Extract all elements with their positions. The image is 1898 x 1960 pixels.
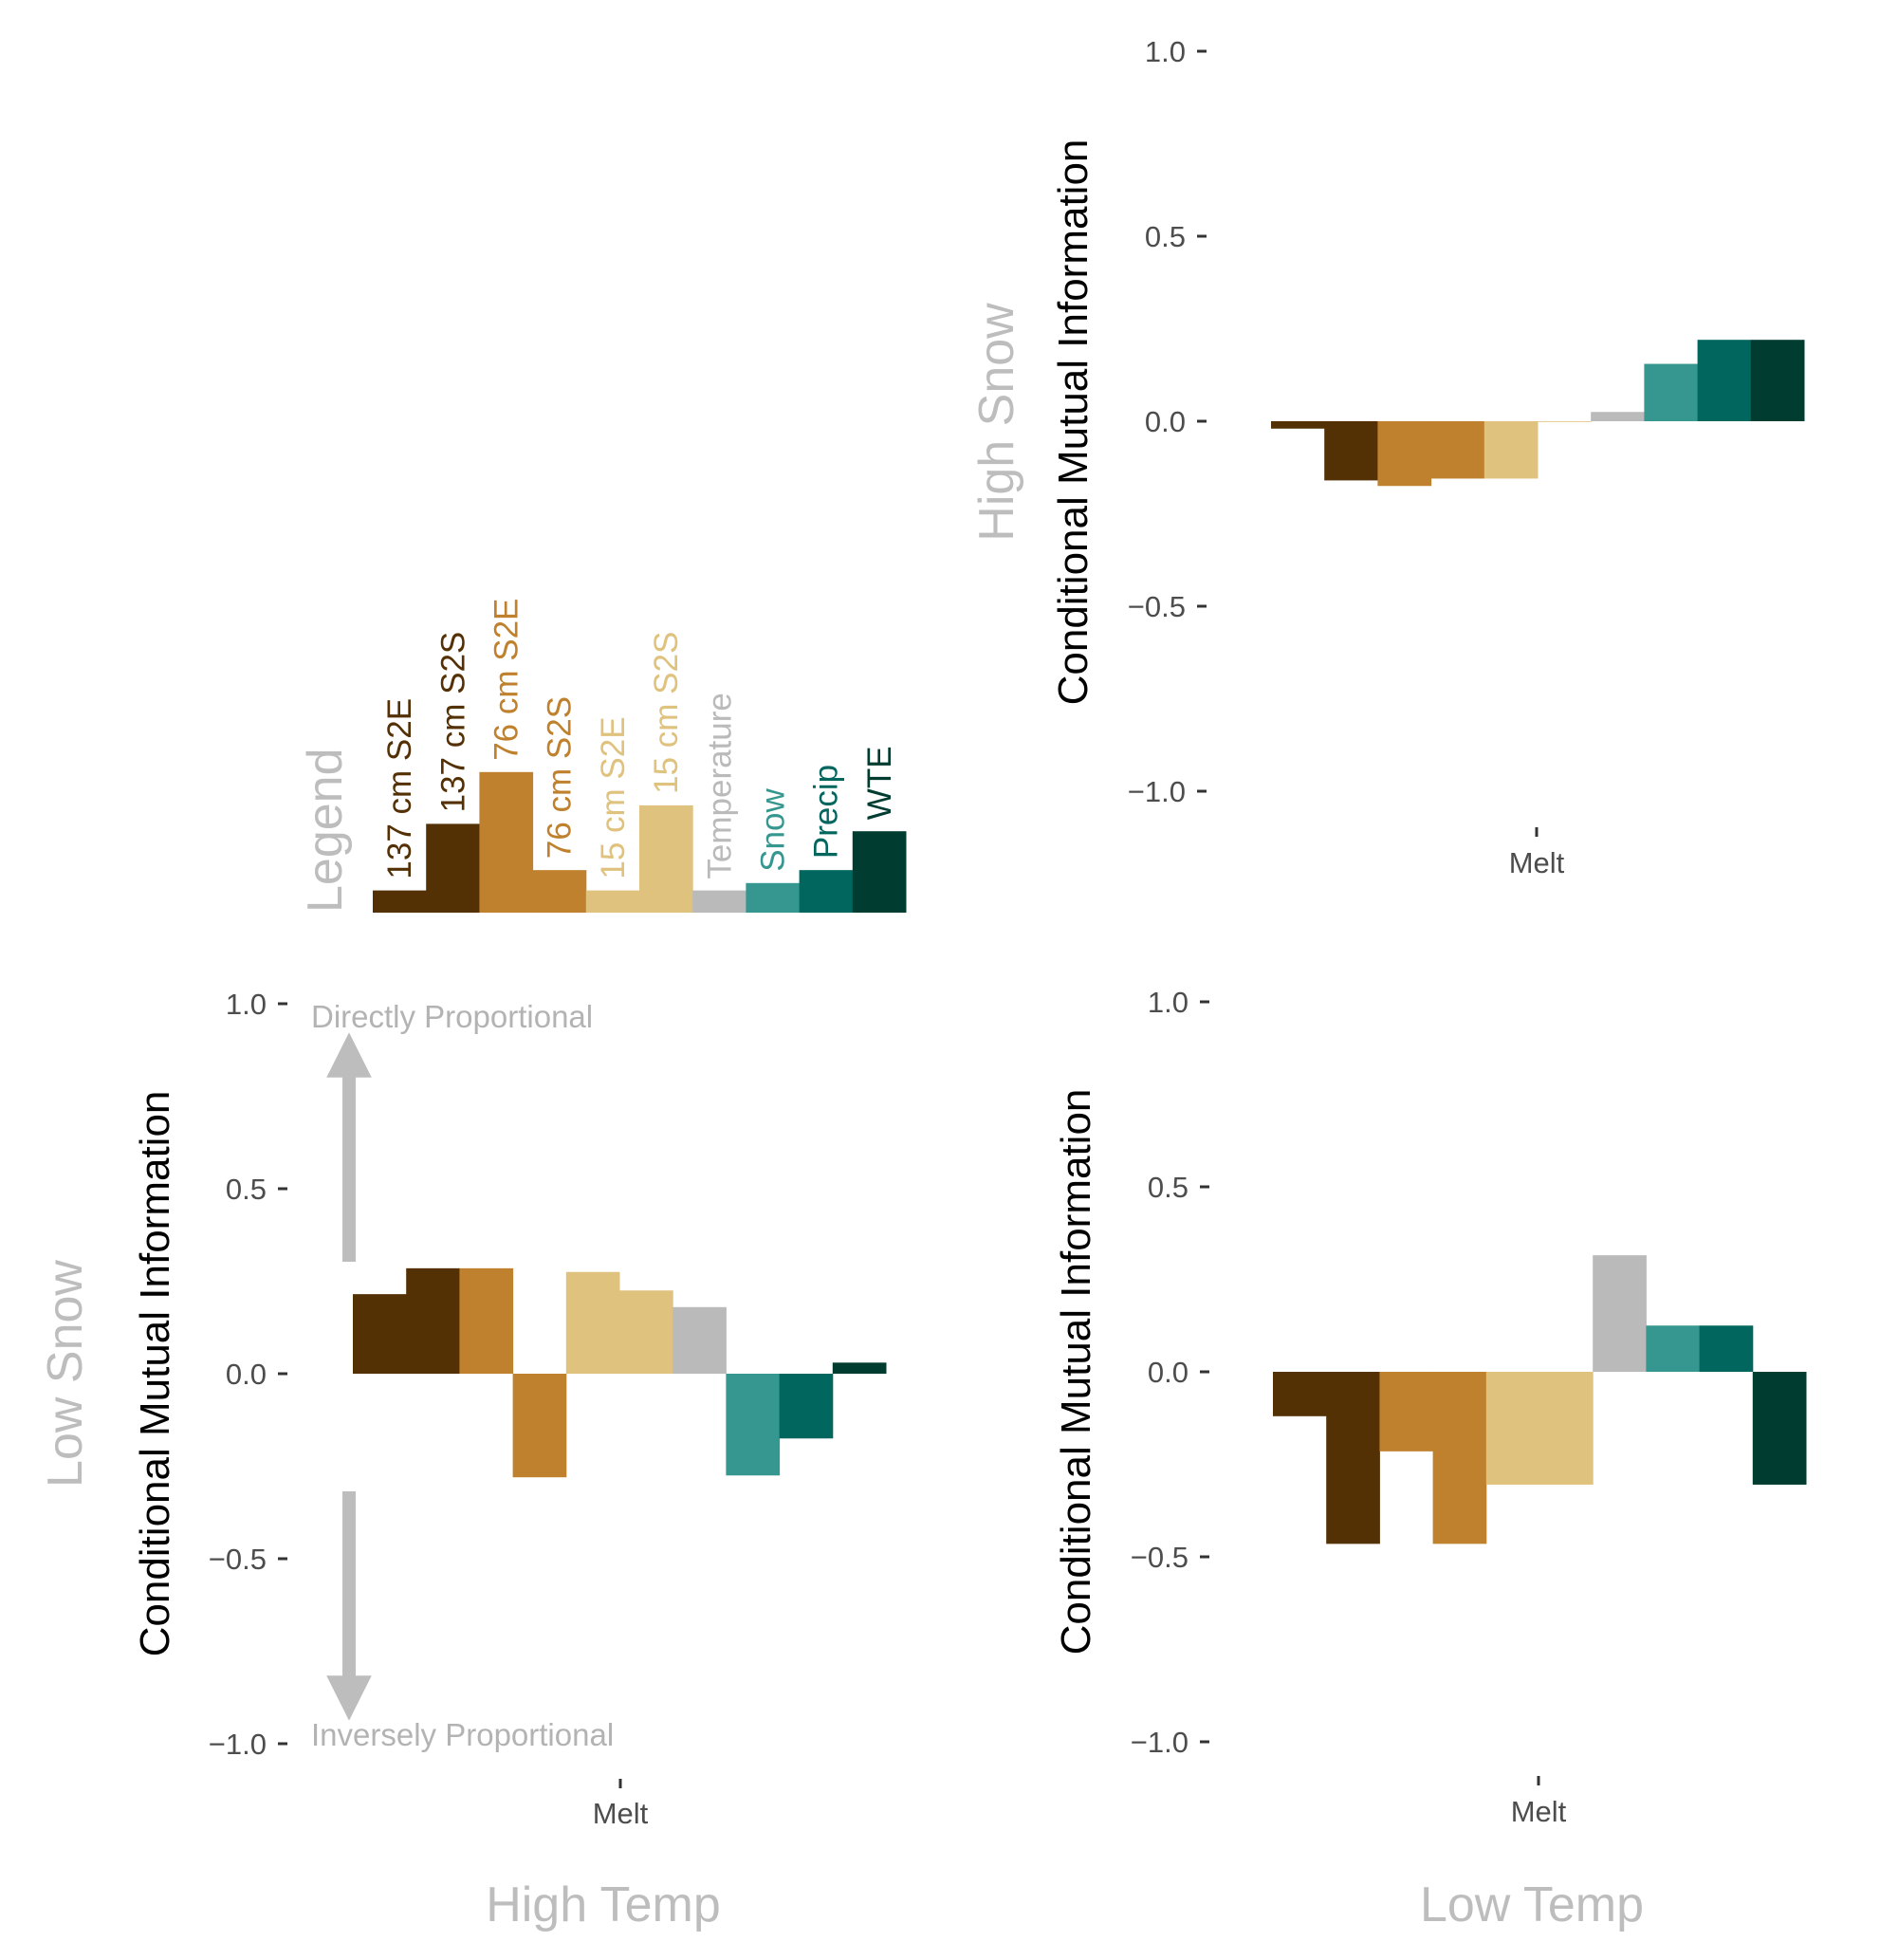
y-tick-label: 0.0 xyxy=(1145,405,1186,438)
y-tick-label: 1.0 xyxy=(1145,35,1186,68)
y-tick-label: 0.5 xyxy=(1145,220,1186,253)
y-axis-title-bottom-right: Conditional Mutual Information xyxy=(1053,1089,1099,1655)
y-axis-title-bottom-left: Conditional Mutual Information xyxy=(132,1091,178,1657)
legend-swatch-snow xyxy=(746,882,801,913)
legend-swatch-temperature xyxy=(692,890,746,913)
panel-low-snow-low-temp: Conditional Mutual Information 1.0 0.5 0.0… xyxy=(1053,986,1807,1932)
legend-swatch-76-cm-s2e xyxy=(479,771,534,913)
bar-137-cm-s2s xyxy=(406,1267,460,1374)
legend-swatch-15-cm-s2e xyxy=(585,890,640,913)
y-tick-label: −1.0 xyxy=(209,1728,267,1761)
bar-15-cm-s2e xyxy=(1485,1372,1540,1485)
bar-76-cm-s2e xyxy=(459,1267,514,1374)
y-tick-label: −1.0 xyxy=(1131,1726,1189,1759)
x-category-label-top-right: Melt xyxy=(1509,846,1565,879)
bar-15-cm-s2e xyxy=(1483,421,1539,479)
y-tick-label: 0.0 xyxy=(226,1358,267,1391)
annotation-directly-proportional: Directly Proportional xyxy=(311,999,593,1034)
bar-76-cm-s2e xyxy=(1379,1372,1434,1452)
y-axis-title-top-right: Conditional Mutual Information xyxy=(1050,139,1096,706)
col-label-low-temp: Low Temp xyxy=(1420,1877,1644,1932)
y-tick-label: −0.5 xyxy=(1131,1541,1189,1574)
panel-high-snow-low-temp: High Snow Conditional Mutual Information… xyxy=(969,35,1805,879)
row-label-high-snow: High Snow xyxy=(969,303,1024,542)
legend-label-snow: Snow xyxy=(755,788,792,872)
y-tick-label: −0.5 xyxy=(209,1543,267,1576)
legend-swatch-137-cm-s2e xyxy=(373,890,427,913)
legend-label-temperature: Temperature xyxy=(701,693,738,878)
x-category-label-bottom-right: Melt xyxy=(1511,1795,1567,1828)
y-tick-label: −1.0 xyxy=(1128,775,1186,808)
legend-label-137-cm-s2s: 137 cm S2S xyxy=(434,632,471,813)
legend-swatch-precip xyxy=(799,870,854,913)
bar-temperature xyxy=(1591,412,1645,421)
y-tick-label: 0.5 xyxy=(1148,1171,1189,1204)
bar-137-cm-s2s xyxy=(1326,1372,1380,1544)
legend-swatch-76-cm-s2s xyxy=(532,870,587,913)
legend-label-76-cm-s2s: 76 cm S2S xyxy=(542,696,579,859)
bar-wte xyxy=(832,1362,887,1374)
legend-swatch-15-cm-s2s xyxy=(639,804,693,913)
legend-labels: 137 cm S2E 137 cm S2S 76 cm S2E 76 cm S2S 15… xyxy=(381,599,898,879)
y-axis-top-right: 1.0 0.5 0.0 −0.5 −1.0 xyxy=(1128,35,1207,808)
bar-temperature xyxy=(673,1306,727,1374)
annotation-inversely-proportional: Inversely Proportional xyxy=(311,1717,614,1752)
legend-bars xyxy=(373,771,907,913)
bar-precip xyxy=(1697,340,1752,421)
legend-swatch-wte xyxy=(852,831,907,913)
bar-wte xyxy=(1750,340,1805,421)
bar-15-cm-s2s xyxy=(1539,1372,1594,1485)
bar-15-cm-s2e xyxy=(565,1271,620,1374)
x-category-label-bottom-left: Melt xyxy=(593,1797,649,1830)
legend-title: Legend xyxy=(298,748,353,913)
bar-76-cm-s2s xyxy=(1430,421,1485,479)
legend-label-wte: WTE xyxy=(861,746,898,820)
bar-15-cm-s2s xyxy=(1538,421,1592,422)
bar-137-cm-s2e xyxy=(1271,421,1325,429)
bar-137-cm-s2s xyxy=(1324,421,1378,481)
bar-temperature xyxy=(1593,1255,1647,1372)
y-tick-label: 1.0 xyxy=(1148,986,1189,1019)
bar-precip xyxy=(779,1374,834,1439)
y-tick-label: 0.5 xyxy=(226,1173,267,1206)
bar-snow xyxy=(1646,1325,1701,1372)
bar-15-cm-s2s xyxy=(619,1290,673,1374)
bar-76-cm-s2s xyxy=(1432,1372,1487,1544)
bars-bottom-right xyxy=(1273,1255,1807,1544)
bars-bottom-left xyxy=(353,1267,887,1478)
bar-76-cm-s2e xyxy=(1377,421,1432,487)
bar-wte xyxy=(1752,1372,1807,1485)
bar-137-cm-s2e xyxy=(353,1294,407,1374)
col-label-high-temp: High Temp xyxy=(486,1877,721,1932)
bar-snow xyxy=(1644,363,1699,421)
legend-panel: Legend 137 cm S2E 137 cm S2S 76 cm S2E 76 c… xyxy=(298,599,907,913)
legend-label-precip: Precip xyxy=(808,765,845,859)
legend-label-76-cm-s2e: 76 cm S2E xyxy=(488,599,525,761)
bar-snow xyxy=(726,1374,781,1476)
bars-top-right xyxy=(1271,340,1805,487)
y-axis-bottom-right: 1.0 0.5 0.0 −0.5 −1.0 xyxy=(1131,986,1209,1759)
legend-label-137-cm-s2e: 137 cm S2E xyxy=(381,698,418,879)
y-axis-bottom-left: 1.0 0.5 0.0 −0.5 −1.0 xyxy=(209,988,287,1761)
y-tick-label: 1.0 xyxy=(226,988,267,1021)
y-tick-label: 0.0 xyxy=(1148,1356,1189,1389)
legend-label-15-cm-s2s: 15 cm S2S xyxy=(648,632,685,794)
legend-swatch-137-cm-s2s xyxy=(426,823,480,913)
bar-137-cm-s2e xyxy=(1273,1372,1327,1416)
y-tick-label: −0.5 xyxy=(1128,590,1186,623)
legend-label-15-cm-s2e: 15 cm S2E xyxy=(595,716,632,878)
bar-precip xyxy=(1699,1325,1754,1372)
panel-low-snow-high-temp: Low Snow Conditional Mutual Information … xyxy=(38,988,887,1932)
bar-76-cm-s2s xyxy=(512,1374,567,1478)
row-label-low-snow: Low Snow xyxy=(38,1260,93,1488)
